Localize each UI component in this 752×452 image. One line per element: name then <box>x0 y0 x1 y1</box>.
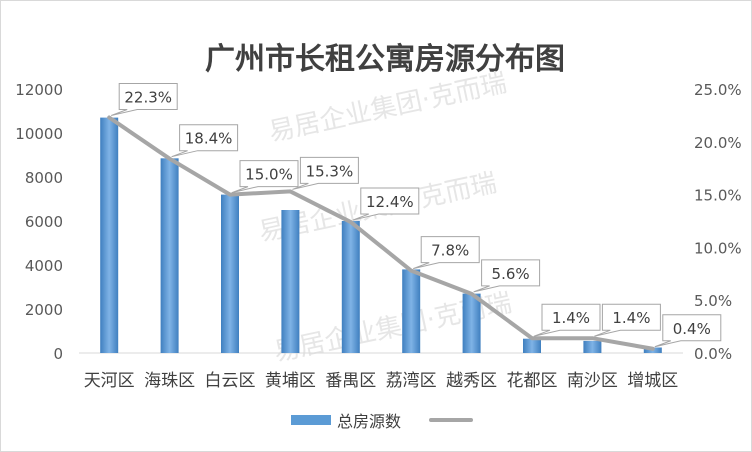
pct-line-series <box>107 115 655 351</box>
bar-番禺区 <box>341 221 360 353</box>
data-label-callout <box>654 314 722 348</box>
x-tick-label: 花都区 <box>507 371 558 391</box>
legend-swatch-bar <box>291 415 331 425</box>
data-label-callout <box>533 303 601 337</box>
x-tick-label: 黄埔区 <box>265 371 316 391</box>
data-label: 12.4% <box>352 187 420 221</box>
data-label-text: 0.4% <box>673 320 711 338</box>
data-label: 5.6% <box>473 259 541 293</box>
bar-白云区 <box>221 194 239 353</box>
data-label-text: 22.3% <box>124 89 172 107</box>
y-right-tick-label: 25.0% <box>694 81 742 99</box>
chart-title: 广州市长租公寓房源分布图 <box>205 42 565 77</box>
y-right-tick-label: 20.0% <box>694 134 742 152</box>
y-left-tick-label: 12000 <box>15 81 63 99</box>
data-label: 22.3% <box>111 83 178 116</box>
x-tick-label: 天河区 <box>84 371 135 391</box>
data-label: 15.3% <box>292 156 359 190</box>
data-label-text: 5.6% <box>492 265 530 283</box>
y-left-tick-label: 4000 <box>25 257 63 275</box>
data-label-text: 12.4% <box>366 193 414 211</box>
data-label-callout <box>352 187 420 221</box>
bar-荔湾区 <box>402 269 421 353</box>
data-label-text: 15.3% <box>306 162 354 180</box>
y-left-tick-label: 0 <box>53 345 63 363</box>
data-label-callout <box>292 156 359 190</box>
y-right-tick-label: 15.0% <box>694 187 742 205</box>
data-label-text: 1.4% <box>552 309 590 327</box>
watermark-text: 易居企业集团·克而瑞 <box>266 68 509 148</box>
data-label: 15.0% <box>231 160 299 194</box>
bar-天河区 <box>100 117 119 353</box>
y-right-tick-label: 0.0% <box>694 345 732 363</box>
x-tick-label: 南沙区 <box>567 371 618 391</box>
x-tick-label: 白云区 <box>205 371 256 391</box>
data-label: 18.4% <box>171 124 239 158</box>
bar-黄埔区 <box>281 210 300 353</box>
data-label-callout <box>231 160 299 194</box>
data-labels-layer: 22.3% 18.4% 15.0% 15.3% 12.4% 7.8% 5.6% 1.4% 1.4… <box>111 83 722 348</box>
data-label: 7.8% <box>413 236 480 270</box>
y-right-tick-label: 5.0% <box>694 292 732 310</box>
x-tick-label: 越秀区 <box>446 371 497 391</box>
data-label: 0.4% <box>654 314 722 348</box>
bar-越秀区 <box>462 293 481 353</box>
legend: 总房源数 <box>291 412 473 431</box>
bar-海珠区 <box>160 158 179 353</box>
data-label-callout <box>111 83 178 116</box>
x-tick-label: 荔湾区 <box>386 371 437 391</box>
bars-layer <box>100 117 662 353</box>
legend-label-bar: 总房源数 <box>337 412 401 431</box>
axes-layer: 0 2000 4000 6000 8000 10000 12000 0.0% 5.0% 10.0%… <box>15 81 741 391</box>
x-tick-label: 番禺区 <box>325 371 376 391</box>
data-label-callout <box>413 236 480 270</box>
bar-南沙区 <box>583 340 602 353</box>
data-label-text: 15.0% <box>245 166 293 184</box>
data-label-text: 18.4% <box>185 130 233 148</box>
data-label-text: 1.4% <box>612 309 650 327</box>
data-label-text: 7.8% <box>431 242 469 260</box>
data-label-callout <box>473 259 541 293</box>
data-label: 1.4% <box>594 303 661 337</box>
x-tick-label: 海珠区 <box>144 371 195 391</box>
line-layer <box>107 115 655 351</box>
x-tick-label: 增城区 <box>627 371 678 391</box>
data-label-callout <box>171 124 239 158</box>
bar-花都区 <box>523 338 541 353</box>
data-label: 1.4% <box>533 303 601 337</box>
y-left-tick-label: 8000 <box>25 169 63 187</box>
y-left-tick-label: 10000 <box>15 125 63 143</box>
data-label-callout <box>594 303 661 337</box>
y-left-tick-label: 2000 <box>25 301 63 319</box>
y-left-tick-label: 6000 <box>25 213 63 231</box>
y-right-tick-label: 10.0% <box>694 239 742 257</box>
